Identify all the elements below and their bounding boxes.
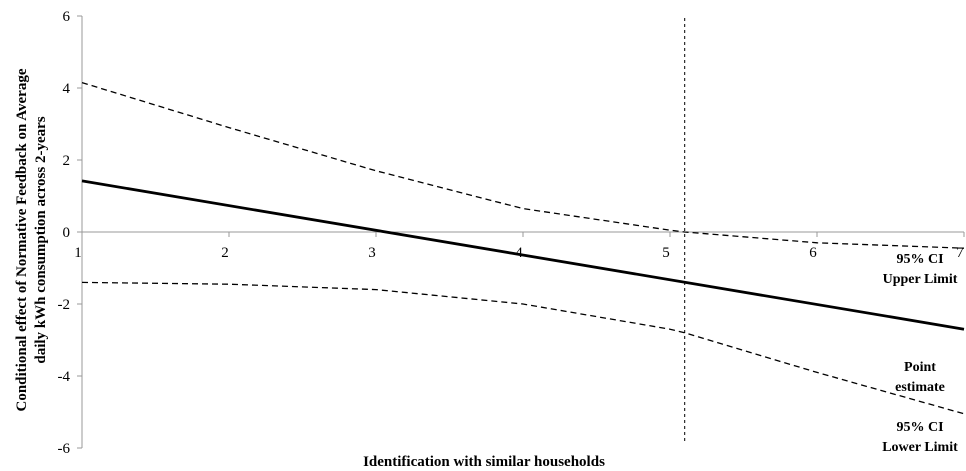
x-tick-label: 6 (809, 245, 817, 261)
x-tick-label: 5 (662, 245, 670, 261)
x-tick-label: 1 (74, 245, 82, 261)
series-label-upper: Upper Limit (883, 272, 958, 287)
x-tick-label: 7 (956, 245, 964, 261)
series-line-lower (81, 281, 965, 415)
y-tick-label: 6 (63, 9, 71, 25)
series-label-lower: Lower Limit (882, 440, 958, 455)
y-axis-title: Conditional effect of Normative Feedback… (14, 68, 49, 411)
series-label-upper: 95% CI (896, 252, 943, 267)
y-tick-label: -4 (58, 369, 71, 385)
series-label-point: estimate (895, 380, 945, 395)
y-tick-label: 0 (63, 225, 71, 241)
series-label-lower: 95% CI (896, 420, 943, 435)
y-tick-label: -2 (58, 297, 71, 313)
y-axis-title-line-2: daily kWh consumption across 2-years (33, 116, 49, 363)
series-line-point (81, 179, 965, 331)
y-tick-label: 2 (63, 153, 71, 169)
x-axis-title: Identification with similar households (363, 454, 605, 470)
series-label-point: Point (904, 360, 936, 375)
x-tick-label: 2 (221, 245, 229, 261)
series-line-upper (81, 81, 965, 249)
y-axis-title-line-1: Conditional effect of Normative Feedback… (14, 68, 30, 411)
y-tick-label: -6 (58, 441, 71, 457)
y-tick-label: 4 (63, 81, 71, 97)
x-tick-label: 3 (368, 245, 376, 261)
